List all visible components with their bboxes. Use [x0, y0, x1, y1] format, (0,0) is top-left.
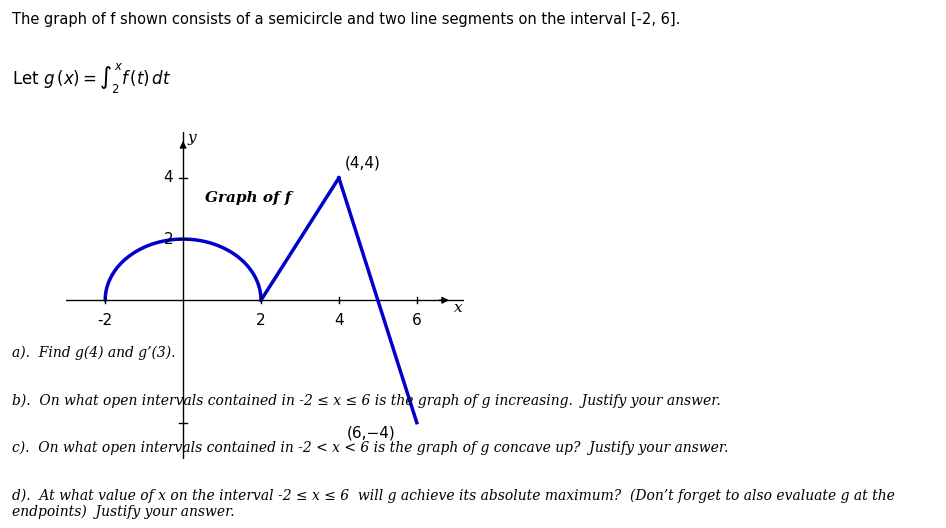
Text: 4: 4 — [164, 171, 173, 185]
Text: Graph of f: Graph of f — [204, 191, 290, 205]
Text: 4: 4 — [334, 313, 343, 327]
Text: x: x — [454, 301, 463, 315]
Text: (4,4): (4,4) — [344, 155, 380, 170]
Text: 2: 2 — [164, 232, 173, 247]
Text: Let $g\,(x) = \int_2^x f\,(t)\,dt$: Let $g\,(x) = \int_2^x f\,(t)\,dt$ — [12, 61, 172, 95]
Text: 6: 6 — [412, 313, 422, 327]
Text: b).  On what open intervals contained in -2 ≤ x ≤ 6 is the graph of g increasing: b). On what open intervals contained in … — [12, 393, 721, 408]
Text: y: y — [187, 131, 197, 145]
Text: (6,−4): (6,−4) — [346, 426, 395, 441]
Text: d).  At what value of x on the interval -2 ≤ x ≤ 6  will g achieve its absolute : d). At what value of x on the interval -… — [12, 488, 895, 520]
Text: -2: -2 — [97, 313, 113, 327]
Text: c).  On what open intervals contained in -2 < x < 6 is the graph of g concave up: c). On what open intervals contained in … — [12, 441, 728, 455]
Text: 2: 2 — [256, 313, 266, 327]
Text: a).  Find g(4) and g’(3).: a). Find g(4) and g’(3). — [12, 346, 176, 360]
Text: The graph of f shown consists of a semicircle and two line segments on the inter: The graph of f shown consists of a semic… — [12, 12, 681, 26]
